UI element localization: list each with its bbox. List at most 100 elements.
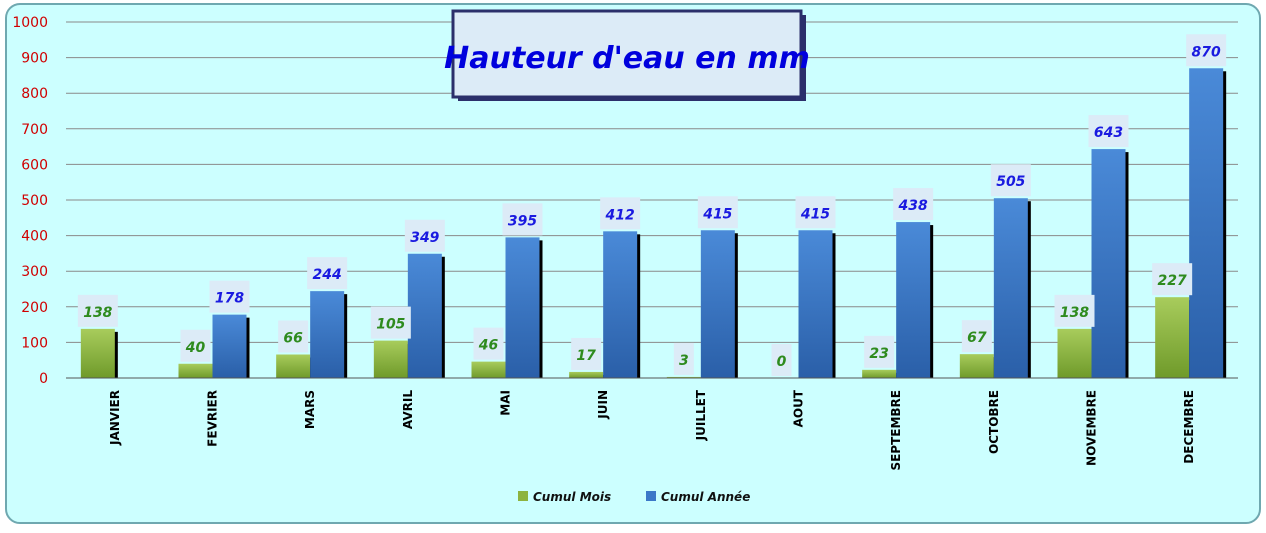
x-tick-label: OCTOBRE xyxy=(987,390,1001,454)
bars xyxy=(80,68,1227,378)
data-label: 138 xyxy=(83,305,112,321)
x-tick-label: DECEMBRE xyxy=(1182,390,1196,464)
bar-cumul-mois xyxy=(862,369,897,378)
bar-cumul-mois xyxy=(569,371,604,378)
x-tick-label: FEVRIER xyxy=(206,390,220,447)
data-label: 40 xyxy=(185,340,206,356)
data-label: 227 xyxy=(1158,273,1187,289)
bar-cumul-mois xyxy=(178,363,213,378)
data-label-box xyxy=(893,188,934,221)
legend-swatch-cumul-annee xyxy=(646,491,656,501)
data-label-box xyxy=(864,335,895,368)
x-tick-label: AOUT xyxy=(792,389,806,427)
data-label: 3 xyxy=(679,353,689,369)
bar-cumul-annee xyxy=(993,198,1028,378)
y-tick-label: 700 xyxy=(21,122,48,138)
legend-label-cumul-annee: Cumul Année xyxy=(661,490,750,504)
data-label: 505 xyxy=(996,174,1025,190)
chart-title: Hauteur d'eau en mm xyxy=(444,41,810,76)
data-label-box xyxy=(502,203,543,236)
y-tick-label: 100 xyxy=(21,335,48,351)
bar-cumul-mois xyxy=(1057,328,1092,378)
y-tick-label: 1000 xyxy=(12,15,48,31)
x-axis-tick-labels: JANVIER FEVRIER MARS AVRIL MAI JUIN JUILLET AOU… xyxy=(108,389,1196,470)
bar-cumul-mois xyxy=(471,361,506,378)
data-label: 349 xyxy=(410,230,439,246)
bar-cumul-annee xyxy=(212,314,247,378)
data-label: 244 xyxy=(313,267,342,283)
bar-cumul-mois xyxy=(666,376,701,378)
bar-cumul-mois xyxy=(373,340,408,378)
x-tick-label: MAI xyxy=(499,390,513,416)
data-label: 178 xyxy=(215,291,244,307)
x-tick-label: JUIN xyxy=(596,390,610,420)
data-label: 66 xyxy=(283,331,303,347)
x-tick-label: AVRIL xyxy=(401,390,415,429)
x-tick-label: JANVIER xyxy=(108,390,122,446)
y-tick-label: 900 xyxy=(21,51,48,67)
data-label-box xyxy=(77,294,118,327)
y-tick-label: 300 xyxy=(21,264,48,280)
data-label-box xyxy=(771,344,792,376)
x-tick-label: NOVEMBRE xyxy=(1085,390,1099,466)
bar-cumul-annee xyxy=(700,230,735,378)
legend-swatch-cumul-mois xyxy=(518,491,528,501)
data-label-box xyxy=(795,196,836,229)
data-label-box xyxy=(961,320,992,353)
data-label: 105 xyxy=(376,317,405,333)
bar-cumul-annee xyxy=(603,231,638,378)
data-label: 870 xyxy=(1192,44,1221,60)
chart-title-box: Hauteur d'eau en mm xyxy=(444,9,810,101)
data-label-box xyxy=(571,337,602,370)
y-tick-label: 800 xyxy=(21,86,48,102)
data-label: 17 xyxy=(576,348,596,364)
bar-cumul-annee xyxy=(505,237,540,378)
legend: Cumul Mois Cumul Année xyxy=(518,490,750,504)
y-tick-label: 400 xyxy=(21,229,48,245)
data-label-box xyxy=(370,306,411,339)
data-label: 412 xyxy=(605,207,635,223)
bar-cumul-annee xyxy=(896,222,931,378)
data-label-box xyxy=(307,257,348,290)
x-tick-label: MARS xyxy=(303,390,317,429)
data-label: 415 xyxy=(702,206,732,222)
y-axis-tick-labels: 0 100 200 300 400 500 600 700 800 900 1000 xyxy=(12,15,48,387)
data-label: 395 xyxy=(508,213,537,229)
bar-cumul-annee xyxy=(798,230,833,378)
bar-cumul-mois xyxy=(1155,297,1190,378)
data-label-box xyxy=(1054,294,1095,327)
data-label-box xyxy=(278,320,309,353)
data-label: 138 xyxy=(1060,305,1089,321)
bar-cumul-annee xyxy=(1091,149,1126,378)
data-label: 0 xyxy=(777,354,787,370)
bar-cumul-mois xyxy=(959,354,994,378)
data-label-box xyxy=(473,327,504,360)
data-label: 46 xyxy=(478,338,499,354)
data-label-box xyxy=(697,196,738,229)
data-label: 415 xyxy=(800,206,830,222)
data-label-box xyxy=(990,164,1031,197)
x-tick-label: SEPTEMBRE xyxy=(889,390,903,471)
data-label-box xyxy=(600,197,641,230)
data-labels: 138 40 178 66 244 105 349 46 395 17 412 3 415 0 415 23 4… xyxy=(77,34,1227,376)
y-tick-label: 500 xyxy=(21,193,48,209)
bar-cumul-annee xyxy=(310,291,345,378)
data-label-box xyxy=(1152,263,1193,296)
y-tick-label: 0 xyxy=(39,371,48,387)
data-label-box xyxy=(404,219,445,252)
legend-label-cumul-mois: Cumul Mois xyxy=(533,490,611,504)
data-label-box xyxy=(180,329,211,362)
bar-cumul-mois xyxy=(276,354,311,378)
data-label-box xyxy=(1088,115,1129,148)
bar-cumul-annee xyxy=(407,253,442,378)
x-tick-label: JUILLET xyxy=(694,389,708,441)
data-label: 438 xyxy=(898,198,928,214)
y-tick-label: 600 xyxy=(21,157,48,173)
data-label: 643 xyxy=(1094,125,1123,141)
bar-cumul-mois xyxy=(80,328,115,378)
data-label-box xyxy=(209,280,250,313)
data-label: 23 xyxy=(869,346,888,362)
data-label-box xyxy=(1186,34,1227,67)
